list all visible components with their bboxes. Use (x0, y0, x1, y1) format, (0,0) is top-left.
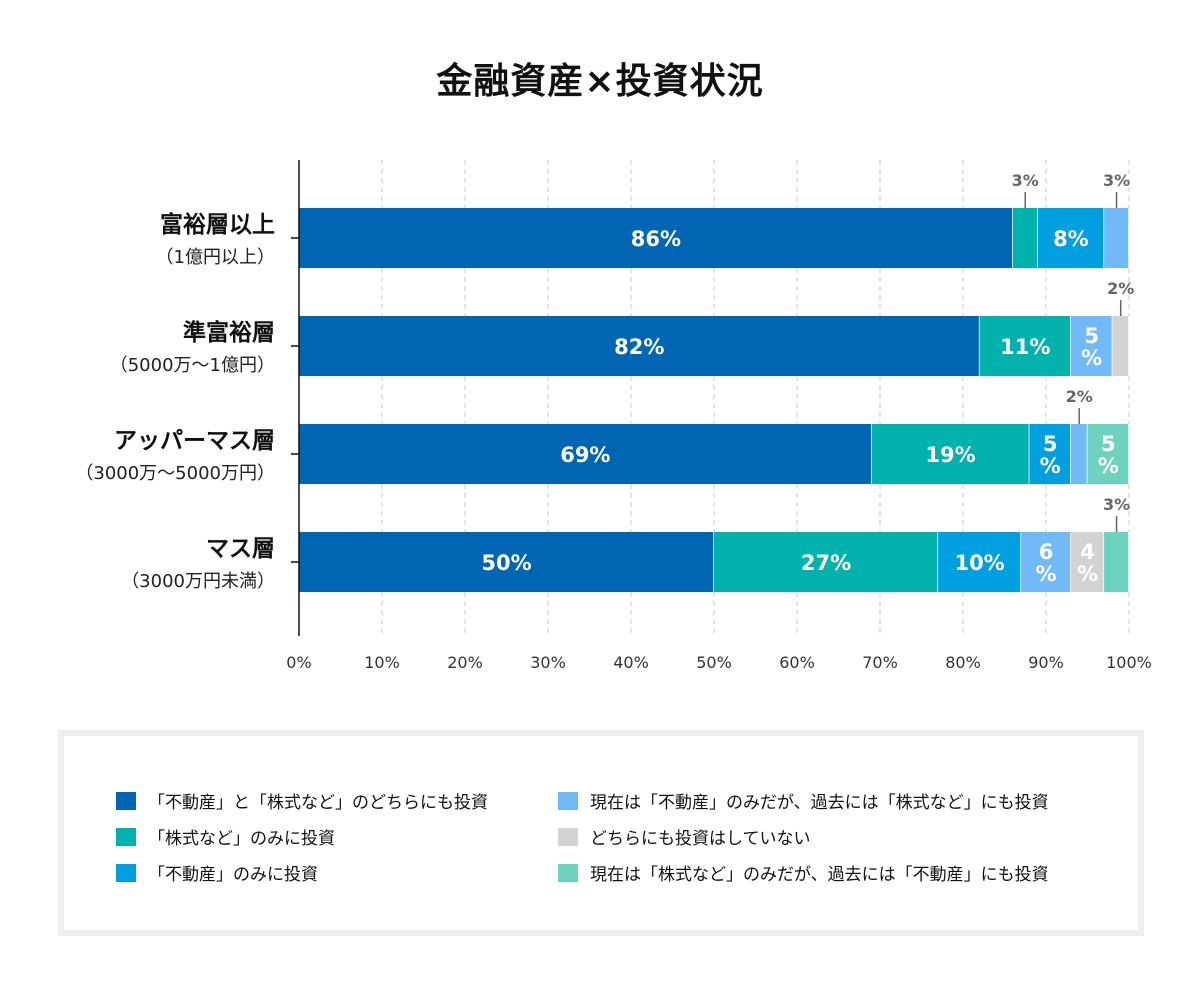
bar-segment (714, 532, 939, 592)
data-label: 5 (1101, 432, 1116, 456)
bar-segment (1070, 424, 1088, 484)
legend-item: どちらにも投資はしていない (558, 824, 811, 849)
data-label: 4 (1080, 540, 1095, 564)
bar-segment (299, 316, 980, 376)
x-tick-label: 20% (447, 653, 483, 672)
bar-segment (299, 424, 872, 484)
data-label: 86% (631, 227, 681, 251)
data-label: 11% (1000, 335, 1050, 359)
stacked-bar-chart: 0% 10% 20% 30% 40% 50% 60% 70% 80% 90% 100% 富裕層以上 （1… (75, 160, 1152, 672)
legend-label: 現在は「不動産」のみだが、過去には「株式など」にも投資 (590, 793, 1049, 813)
data-label: 27% (801, 551, 851, 575)
category-label: アッパーマス層 (114, 428, 275, 454)
data-label: 6 (1039, 540, 1054, 564)
legend-item: 「不動産」と「株式など」のどちらにも投資 (116, 788, 488, 813)
legend-label: どちらにも投資はしていない (590, 829, 811, 849)
bar-layer (299, 208, 1130, 592)
data-label: 3% (1103, 171, 1130, 190)
category-label: マス層 (206, 536, 275, 562)
legend-item: 「株式など」のみに投資 (116, 824, 335, 849)
legend-label: 「不動産」のみに投資 (148, 865, 318, 885)
category-sublabel: （3000万円未満） (121, 571, 275, 592)
data-label: % (1098, 454, 1119, 478)
bar-segment (871, 424, 1030, 484)
data-label: 3% (1012, 171, 1039, 190)
legend-swatch (116, 791, 136, 810)
data-label: % (1081, 346, 1102, 370)
x-tick-label: 100% (1106, 653, 1152, 672)
bar-segment (1104, 532, 1129, 592)
data-label: 69% (560, 443, 610, 467)
bar-segment (979, 316, 1071, 376)
bar-segment (299, 532, 714, 592)
data-label: 19% (925, 443, 975, 467)
legend-label: 「株式など」のみに投資 (148, 829, 335, 849)
legend-swatch (558, 791, 578, 810)
data-label: 50% (481, 551, 531, 575)
axis-layer: 0% 10% 20% 30% 40% 50% 60% 70% 80% 90% 100% 富裕層以上 （1… (75, 160, 1152, 672)
data-label: 2% (1066, 387, 1093, 406)
bar-segment (938, 532, 1022, 592)
bar-segment (1070, 316, 1113, 376)
data-label: 2% (1107, 279, 1134, 298)
bar-segment (1112, 316, 1129, 376)
legend-swatch (116, 827, 136, 846)
legend-label: 現在は「株式など」のみだが、過去には「不動産」にも投資 (590, 865, 1049, 885)
data-label: % (1077, 562, 1098, 586)
legend-label: 「不動産」と「株式など」のどちらにも投資 (148, 793, 488, 813)
data-label: 5 (1043, 432, 1058, 456)
legend-swatch (558, 863, 578, 882)
category-sublabel: （5000万〜1億円） (110, 355, 275, 376)
legend-swatch (116, 863, 136, 882)
x-tick-label: 10% (364, 653, 400, 672)
legend-swatch (558, 827, 578, 846)
chart-title: 金融資産×投資状況 (436, 61, 764, 102)
x-tick-label: 70% (862, 653, 898, 672)
bar-segment (1104, 208, 1129, 268)
data-label: % (1035, 562, 1056, 586)
bar-segment (299, 208, 1013, 268)
data-label: 10% (954, 551, 1004, 575)
x-tick-label: 40% (613, 653, 649, 672)
legend-item: 現在は「不動産」のみだが、過去には「株式など」にも投資 (558, 788, 1049, 813)
data-label: 8% (1053, 227, 1089, 251)
bar-segment (1012, 208, 1038, 268)
bar-segment (1087, 424, 1129, 484)
legend-item: 現在は「株式など」のみだが、過去には「不動産」にも投資 (558, 860, 1049, 885)
category-label: 富裕層以上 (160, 211, 275, 238)
category-sublabel: （3000万〜5000万円） (75, 463, 275, 484)
category-sublabel: （1億円以上） (156, 247, 275, 268)
data-label: 82% (614, 335, 664, 359)
x-tick-label: 60% (779, 653, 815, 672)
data-label: % (1040, 454, 1061, 478)
bar-segment (1070, 532, 1105, 592)
bar-segment (1037, 208, 1105, 268)
bar-segment (1029, 424, 1071, 484)
x-tick-label: 50% (696, 653, 732, 672)
x-tick-label: 30% (530, 653, 566, 672)
x-tick-label: 90% (1028, 653, 1064, 672)
x-tick-label: 0% (286, 653, 311, 672)
data-label: 3% (1103, 495, 1130, 514)
category-label: 準富裕層 (183, 319, 275, 346)
bar-segment (1021, 532, 1071, 592)
legend: 「不動産」と「株式など」のどちらにも投資 「株式など」のみに投資 「不動産」のみに投… (58, 730, 1144, 936)
data-label: 5 (1084, 324, 1099, 348)
x-tick-label: 80% (945, 653, 981, 672)
legend-item: 「不動産」のみに投資 (116, 860, 318, 885)
label-layer: 86% 3% 8% 3% 82% 11% 5% 2% 69% 19% 5% 2% 5% 50% 27% 10%… (481, 171, 1134, 586)
